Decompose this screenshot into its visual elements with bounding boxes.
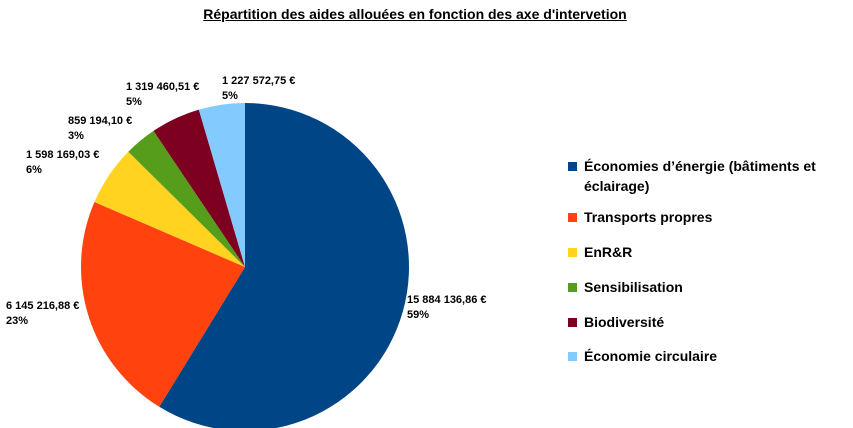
slice-percent-label: 5% xyxy=(222,90,238,102)
slice-value-label: 859 194,10 € xyxy=(68,115,132,127)
pie-slice xyxy=(128,130,245,267)
slice-value-label: 15 884 136,86 € xyxy=(407,294,487,306)
slice-percent-label: 6% xyxy=(26,164,42,176)
legend-swatch xyxy=(568,248,577,257)
legend-label: Sensibilisation xyxy=(584,279,683,295)
pie-slice xyxy=(80,201,245,407)
legend-item: Transports propres xyxy=(568,207,848,227)
slice-value-label: 1 319 460,51 € xyxy=(126,81,199,93)
legend-swatch xyxy=(568,352,577,361)
legend-swatch xyxy=(568,162,577,171)
legend-label: Biodiversité xyxy=(584,314,665,330)
slice-percent-label: 23% xyxy=(6,315,28,327)
legend-swatch xyxy=(568,283,577,292)
slice-value-label: 6 145 216,88 € xyxy=(6,300,79,312)
legend-label: Économie circulaire xyxy=(584,348,718,364)
pie-slice xyxy=(198,103,245,267)
pie-slice xyxy=(94,151,246,267)
slice-value-label: 1 227 572,75 € xyxy=(222,75,295,87)
legend-item: EnR&R xyxy=(568,242,848,262)
legend-item: Biodiversité xyxy=(568,312,848,332)
slice-percent-label: 5% xyxy=(126,96,142,108)
legend-item: Économies d’énergie (bâtiments et éclair… xyxy=(568,156,848,196)
pie-slice xyxy=(159,103,409,428)
chart-title: Répartition des aides allouées en foncti… xyxy=(203,6,627,22)
legend-item: Économie circulaire xyxy=(568,346,848,366)
slice-value-label: 1 598 169,03 € xyxy=(26,149,99,161)
slice-percent-label: 3% xyxy=(68,130,84,142)
slice-percent-label: 59% xyxy=(407,309,429,321)
pie-slice xyxy=(153,109,245,267)
legend-label: Transports propres xyxy=(584,209,713,225)
legend-swatch xyxy=(568,213,577,222)
legend-label: Économies d’énergie (bâtiments et éclair… xyxy=(584,158,816,194)
legend-item: Sensibilisation xyxy=(568,277,848,297)
legend-label: EnR&R xyxy=(584,244,633,260)
legend-swatch xyxy=(568,318,577,327)
